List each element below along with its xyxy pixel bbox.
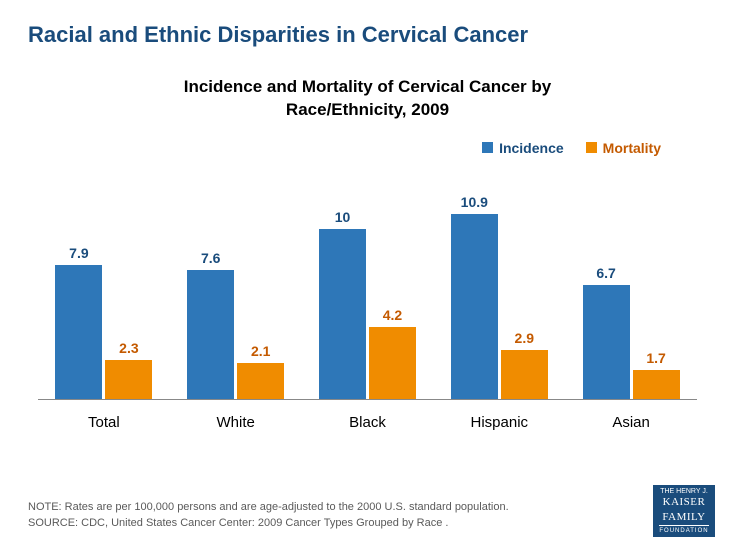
bar-group: 104.2 [319, 170, 416, 399]
bar-value-label: 2.1 [251, 343, 270, 359]
kaiser-logo: THE HENRY J. KAISER FAMILY FOUNDATION [653, 485, 715, 537]
chart-plot: 7.92.37.62.1104.210.92.96.71.7 [38, 170, 697, 400]
bar-value-label: 7.9 [69, 245, 88, 261]
bar-wrap: 2.3 [105, 170, 152, 399]
bar [501, 350, 548, 399]
bar-value-label: 2.9 [515, 330, 534, 346]
chart-title-line2: Race/Ethnicity, 2009 [286, 100, 449, 119]
legend-swatch-mortality [586, 142, 597, 153]
chart-title-line1: Incidence and Mortality of Cervical Canc… [184, 77, 552, 96]
logo-line2: KAISER [663, 496, 706, 508]
bar-value-label: 10 [335, 209, 351, 225]
bar-value-label: 1.7 [646, 350, 665, 366]
bar-value-label: 10.9 [461, 194, 488, 210]
footnote-note: NOTE: Rates are per 100,000 persons and … [28, 500, 509, 515]
bar-wrap: 1.7 [633, 170, 680, 399]
bar [187, 270, 234, 399]
bar [237, 363, 284, 399]
legend-label-mortality: Mortality [603, 140, 661, 156]
page-title: Racial and Ethnic Disparities in Cervica… [28, 22, 707, 48]
bar [55, 265, 102, 399]
x-axis: Total White Black Hispanic Asian [38, 414, 697, 431]
bar [583, 285, 630, 399]
x-axis-label: Black [317, 414, 417, 431]
bar [319, 229, 366, 399]
legend-item-incidence: Incidence [482, 140, 564, 156]
bar-wrap: 2.1 [237, 170, 284, 399]
footnote-source: SOURCE: CDC, United States Cancer Center… [28, 516, 509, 531]
legend: Incidence Mortality [28, 140, 661, 156]
bar [369, 327, 416, 398]
legend-item-mortality: Mortality [586, 140, 661, 156]
bar-wrap: 7.6 [187, 170, 234, 399]
bar [633, 370, 680, 399]
bar-value-label: 6.7 [596, 265, 615, 281]
logo-line1: THE HENRY J. [660, 488, 708, 496]
bar-value-label: 2.3 [119, 340, 138, 356]
legend-label-incidence: Incidence [499, 140, 564, 156]
bar [451, 214, 498, 399]
bar-group: 7.6 2.1 [187, 170, 284, 399]
bar-wrap: 4.2 [369, 170, 416, 399]
x-axis-label: Asian [581, 414, 681, 431]
legend-swatch-incidence [482, 142, 493, 153]
bar [105, 360, 152, 399]
x-axis-label: White [186, 414, 286, 431]
bar-wrap: 2.9 [501, 170, 548, 399]
bar-group: 6.7 1.7 [583, 170, 680, 399]
logo-line3: FAMILY [662, 511, 705, 523]
bar-wrap: 10 [319, 170, 366, 399]
logo-line4: FOUNDATION [659, 525, 708, 535]
bar-value-label: 7.6 [201, 250, 220, 266]
bar-wrap: 10.9 [451, 170, 498, 399]
bar-group: 10.9 2.9 [451, 170, 548, 399]
bar-group: 7.9 2.3 [55, 170, 152, 399]
x-axis-label: Hispanic [449, 414, 549, 431]
bar-wrap: 7.9 [55, 170, 102, 399]
bar-value-label: 4.2 [383, 307, 402, 323]
bar-wrap: 6.7 [583, 170, 630, 399]
chart-title: Incidence and Mortality of Cervical Canc… [128, 76, 608, 122]
x-axis-label: Total [54, 414, 154, 431]
footnotes: NOTE: Rates are per 100,000 persons and … [28, 500, 509, 531]
